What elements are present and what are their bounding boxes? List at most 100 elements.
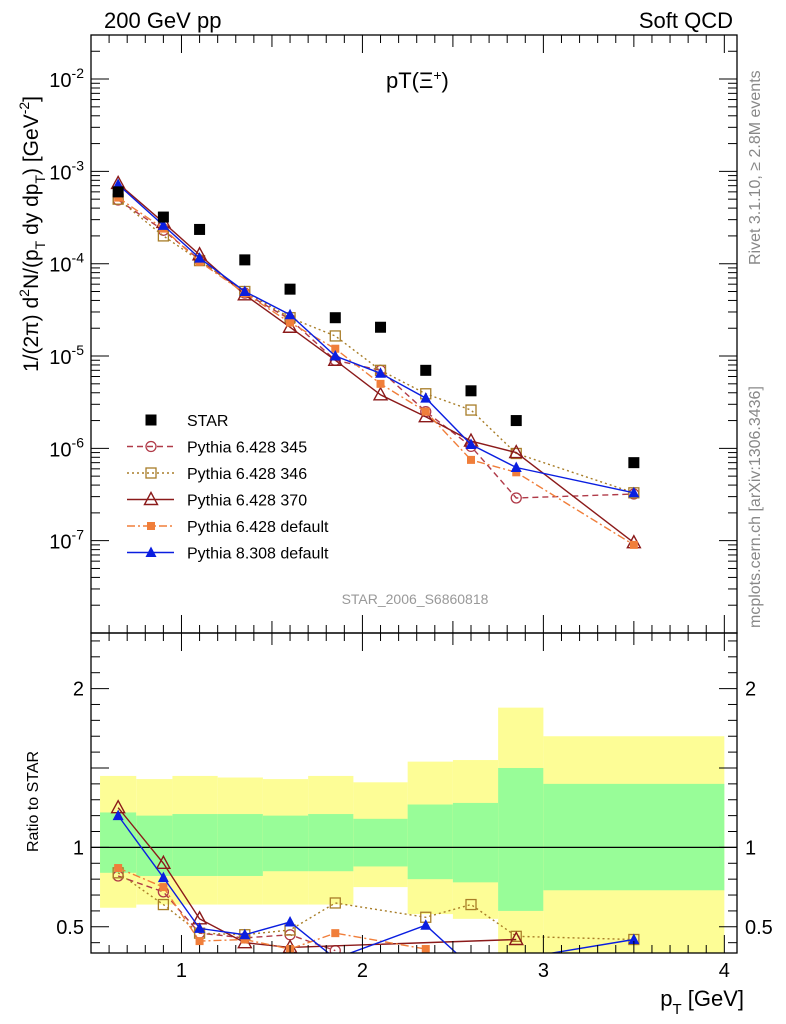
- main-y-axis-label: 1/(2π) d2N/(pT dy dpT) [GeV-2]: [16, 96, 48, 372]
- main-axis-ticks: 10-7 10-6 10-5 10-4 10-3 10-2: [49, 34, 737, 634]
- data-point: [239, 285, 251, 296]
- data-point: [329, 330, 341, 342]
- data-point: [420, 364, 432, 376]
- data-point: [372, 386, 389, 401]
- series-line: [117, 197, 635, 546]
- ratio-point: [420, 919, 432, 930]
- legend-label: Pythia 6.428 370: [187, 493, 307, 510]
- y-tick-label: 10-4: [49, 250, 84, 277]
- ratio-point: [155, 854, 172, 869]
- uncertainty-band-inner: [136, 815, 173, 876]
- data-point: [329, 312, 341, 324]
- ratio-point: [239, 928, 251, 940]
- y-tick-label: 10-5: [49, 342, 84, 369]
- y-tick-label: 10-7: [49, 527, 84, 554]
- legend-label: Pythia 8.308 default: [187, 546, 329, 563]
- ratio-point: [194, 922, 206, 933]
- ratio-point: [114, 864, 123, 873]
- data-point: [510, 492, 522, 504]
- legend-item-pythia-6-428-346: Pythia 6.428 346: [127, 466, 307, 483]
- legend-marker: [145, 414, 157, 426]
- ratio-point: [240, 935, 249, 944]
- uncertainty-band-inner: [498, 767, 544, 911]
- ratio-y-tick-label-left: 1: [73, 837, 84, 859]
- ratio-point: [329, 897, 341, 909]
- ratio-y-tick-label-left: 2: [73, 679, 84, 701]
- uncertainty-band-inner: [100, 812, 137, 873]
- data-point: [510, 461, 522, 473]
- y-tick-label: 10-2: [49, 65, 84, 92]
- main-plot-area: [110, 174, 642, 549]
- data-point: [194, 252, 206, 263]
- data-point: [114, 193, 123, 202]
- ratio-point: [466, 960, 477, 971]
- ratio-y-tick-label-left: 0.5: [56, 917, 84, 939]
- data-point: [508, 444, 524, 459]
- header-right: Soft QCD: [639, 8, 733, 33]
- legend-marker: [145, 440, 157, 453]
- y-tick-label: 10-3: [49, 157, 84, 184]
- legend: STAR Pythia 6.428 345 Pythia 6.428 346 Pyth…: [127, 413, 329, 563]
- ratio-point: [157, 871, 169, 883]
- ratio-point: [159, 883, 168, 892]
- data-point: [194, 223, 206, 235]
- legend-label: Pythia 6.428 345: [187, 440, 307, 457]
- data-point: [465, 404, 477, 416]
- uncertainty-band-inner: [262, 815, 309, 872]
- data-point: [375, 321, 387, 333]
- ratio-axis-ticks: 0.5 0.5 1 1 2 2 1 2 3 4: [56, 633, 773, 982]
- legend-marker: [147, 522, 155, 530]
- legend-label: Pythia 6.428 default: [187, 519, 329, 536]
- legend-item-pythia-6-428-370: Pythia 6.428 370: [127, 491, 307, 510]
- ratio-line: [117, 872, 634, 941]
- data-point: [284, 283, 296, 295]
- legend-item-pythia-6-428-default: Pythia 6.428 default: [127, 519, 329, 536]
- x-tick-label: 3: [538, 960, 549, 982]
- data-point: [465, 438, 477, 450]
- ratio-point: [331, 929, 340, 938]
- rivet-label: Rivet 3.1.10, ≥ 2.8M events: [747, 70, 764, 265]
- data-point: [157, 219, 169, 230]
- data-point: [331, 344, 340, 353]
- ratio-point: [157, 898, 170, 911]
- data-point: [239, 254, 251, 266]
- ratio-point: [335, 952, 336, 953]
- data-point: [510, 415, 522, 427]
- ratio-y-tick-label-right: 1: [745, 837, 756, 859]
- analysis-id: STAR_2006_S6860818: [342, 591, 489, 607]
- ratio-point: [284, 916, 296, 927]
- data-point: [112, 186, 124, 198]
- ratio-point: [421, 945, 430, 953]
- legend-label: STAR: [187, 413, 228, 430]
- legend-marker: [145, 467, 157, 479]
- data-point: [465, 385, 477, 397]
- ratio-point: [195, 937, 204, 946]
- uncertainty-band-inner: [172, 814, 218, 876]
- ratio-point: [465, 898, 477, 911]
- data-point: [376, 379, 385, 388]
- ratio-point: [508, 931, 524, 946]
- main-plot-frame: [90, 34, 738, 634]
- ratio-line: [117, 807, 517, 949]
- header-left: 200 GeV pp: [104, 8, 221, 33]
- y-tick-label: 10-6: [49, 434, 84, 461]
- series-star: [112, 186, 640, 469]
- series-pythia-6-428-345: [112, 194, 640, 504]
- ratio-y-axis-label: Ratio to STAR: [25, 751, 42, 852]
- x-axis-label: pT [GeV]: [660, 986, 744, 1018]
- x-tick-label: 4: [719, 960, 730, 982]
- ratio-plot-frame: [90, 632, 738, 954]
- data-point: [629, 540, 638, 549]
- data-point: [421, 407, 430, 416]
- uncertainty-band-inner: [217, 814, 263, 876]
- data-point: [628, 486, 640, 498]
- data-point: [284, 308, 296, 320]
- series-line: [117, 182, 635, 544]
- uncertainty-band-inner: [308, 814, 354, 872]
- uncertainty-band-inner: [353, 818, 408, 867]
- uncertainty-band-inner: [543, 783, 725, 891]
- uncertainty-band-inner: [407, 804, 453, 880]
- legend-item-pythia-8-308-default: Pythia 8.308 default: [127, 546, 329, 563]
- legend-item-pythia-6-428-345: Pythia 6.428 345: [127, 440, 307, 457]
